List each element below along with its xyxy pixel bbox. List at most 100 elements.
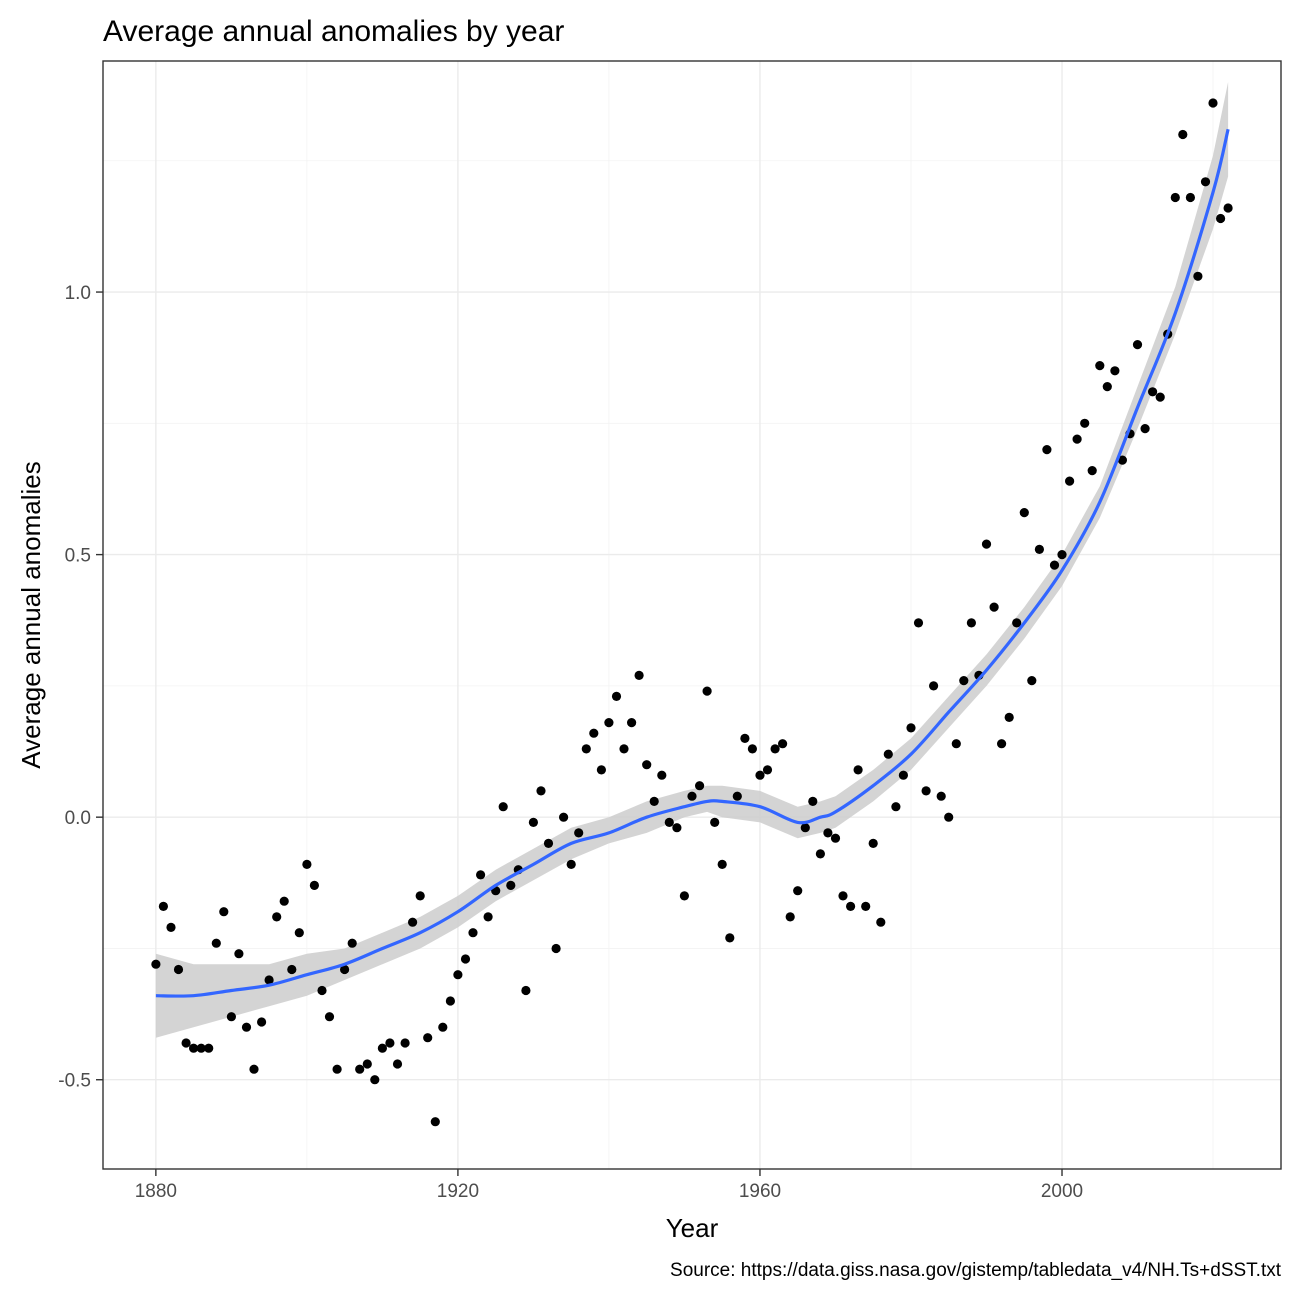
data-point — [377, 1043, 387, 1053]
data-point — [204, 1043, 214, 1053]
data-point — [460, 954, 471, 964]
data-point — [272, 912, 282, 922]
data-point — [423, 1033, 433, 1043]
data-point — [309, 880, 319, 891]
data-point — [1065, 476, 1075, 486]
y-tick-label: 0.0 — [65, 808, 91, 829]
data-point — [815, 849, 826, 859]
loess-smooth-line — [155, 128, 1230, 998]
data-point — [596, 765, 607, 775]
data-point — [981, 539, 992, 549]
data-point — [1110, 366, 1120, 376]
data-point — [430, 1117, 440, 1127]
data-point — [241, 1022, 252, 1032]
data-point — [936, 791, 946, 801]
data-point — [1057, 550, 1067, 560]
grid — [103, 61, 1281, 1169]
data-point — [181, 1038, 191, 1048]
data-point — [846, 901, 856, 912]
x-axis-title: Year — [666, 1213, 719, 1243]
data-point — [1004, 712, 1014, 723]
data-point — [1185, 192, 1195, 203]
data-point — [1102, 382, 1112, 392]
data-point — [959, 676, 969, 686]
data-point — [151, 959, 161, 969]
x-tick-label: 1920 — [437, 1181, 479, 1202]
y-tick-label: 1.0 — [65, 283, 91, 304]
data-point — [770, 744, 780, 754]
data-point — [785, 912, 795, 922]
data-point — [158, 901, 168, 912]
data-point — [627, 718, 637, 728]
y-tick-label: 0.5 — [65, 546, 91, 567]
data-point — [861, 901, 871, 912]
data-point — [732, 791, 742, 801]
data-point — [574, 828, 584, 838]
data-point — [1027, 676, 1037, 686]
data-point — [800, 823, 810, 833]
data-point — [385, 1038, 395, 1048]
data-point — [1019, 507, 1029, 518]
data-point — [408, 917, 418, 927]
data-point — [619, 744, 629, 754]
data-point — [166, 922, 176, 933]
data-point — [1178, 129, 1188, 140]
data-point — [823, 828, 833, 838]
data-point — [913, 618, 924, 628]
data-point — [989, 602, 999, 612]
data-point — [830, 833, 841, 843]
data-point — [725, 933, 735, 943]
data-point — [468, 928, 478, 938]
data-point — [657, 770, 667, 780]
data-point — [279, 896, 289, 906]
data-point — [528, 817, 539, 828]
data-point — [868, 838, 878, 849]
data-point — [679, 891, 690, 901]
data-point — [211, 938, 221, 948]
data-point — [249, 1064, 259, 1074]
data-point — [445, 996, 455, 1006]
data-point — [1132, 340, 1143, 350]
x-tick-label: 1880 — [135, 1181, 177, 1202]
data-point — [921, 786, 931, 796]
data-point — [1042, 445, 1052, 455]
data-point — [294, 928, 304, 938]
data-point — [642, 760, 652, 770]
data-point — [1140, 424, 1150, 434]
data-point — [710, 817, 720, 828]
data-point — [702, 686, 712, 696]
data-point — [362, 1059, 372, 1069]
data-point — [747, 744, 758, 754]
data-point — [634, 670, 644, 681]
y-axis-title: Average annual anomalies — [16, 461, 46, 768]
data-points — [151, 98, 1233, 1127]
data-point — [1148, 387, 1158, 397]
data-point — [506, 880, 516, 891]
data-point — [604, 718, 614, 728]
data-point — [1049, 560, 1060, 570]
data-point — [1095, 361, 1105, 371]
data-point — [611, 691, 622, 702]
data-point — [1216, 213, 1226, 224]
data-point — [370, 1075, 380, 1085]
data-point — [559, 812, 569, 822]
data-point — [906, 723, 916, 733]
data-point — [566, 859, 576, 870]
data-point — [1080, 418, 1090, 428]
data-point — [1034, 544, 1044, 555]
data-point — [287, 964, 297, 975]
data-point — [664, 817, 674, 828]
data-point — [695, 781, 705, 791]
data-point — [400, 1038, 410, 1048]
data-point — [355, 1064, 365, 1074]
x-tick-label: 2000 — [1041, 1181, 1083, 1202]
data-point — [740, 733, 750, 744]
data-point — [324, 1012, 335, 1022]
data-point — [257, 1017, 267, 1027]
data-point — [1170, 192, 1180, 203]
x-tick-label: 1960 — [739, 1181, 781, 1202]
smooth-line — [155, 128, 1230, 998]
data-point — [392, 1059, 403, 1069]
y-tick-label: -0.5 — [58, 1071, 91, 1092]
data-point — [1200, 177, 1211, 187]
